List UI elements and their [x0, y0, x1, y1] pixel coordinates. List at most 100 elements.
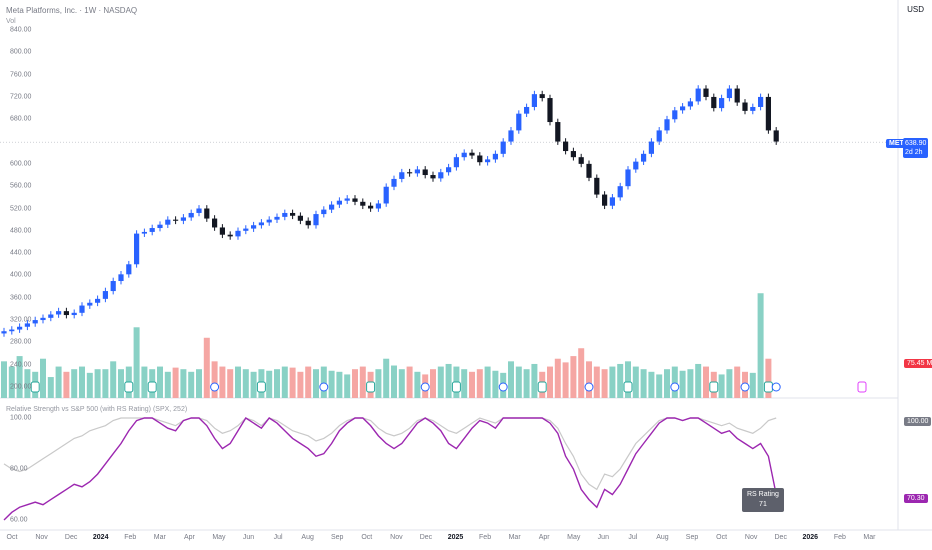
volume-bar [476, 369, 483, 398]
dividend-marker [740, 382, 750, 392]
price-tick: 400.00 [10, 271, 32, 279]
volume-bar [336, 371, 343, 398]
volume-bar [71, 369, 78, 398]
price-axis[interactable]: 840.00 800.00 760.00 720.00 680.00 600.00 560.… [0, 0, 34, 530]
price-tick: 680.00 [10, 115, 32, 123]
candle-body [196, 208, 202, 213]
volume-bar [141, 366, 148, 398]
price-tick: 480.00 [10, 227, 32, 235]
chart-title: Meta Platforms, Inc. · 1W · NASDAQ [6, 6, 138, 15]
volume-bar [632, 366, 639, 398]
volume-bar [749, 372, 756, 398]
candle-body [594, 177, 600, 195]
volume-bar [398, 369, 405, 398]
candle-body [750, 106, 756, 111]
volume-bar [609, 366, 616, 398]
volume-bar [24, 369, 31, 398]
volume-legend: Vol [6, 18, 16, 25]
time-tick: Oct [361, 534, 373, 541]
candle-body [141, 231, 147, 234]
candle-body [742, 102, 748, 111]
candle-body [765, 96, 771, 131]
price-tick: 560.00 [10, 182, 32, 190]
candle-body [430, 175, 436, 179]
volume-bar [55, 366, 62, 398]
volume-bar [274, 369, 280, 398]
rs-tick: 100.00 [10, 414, 32, 422]
candle-body [680, 106, 686, 111]
volume-bar [554, 358, 561, 398]
volume-bar [110, 361, 117, 398]
dividend-marker [420, 382, 430, 392]
volume-bar [164, 371, 171, 398]
time-tick: Mar [153, 534, 166, 541]
candle-body [578, 157, 584, 164]
candle-body [648, 141, 654, 154]
volume-bar [593, 366, 600, 398]
volume-bar [281, 366, 288, 398]
volume-bar [671, 366, 678, 398]
volume-bar [1, 361, 7, 398]
currency-label[interactable]: USD [907, 5, 924, 14]
rs-rating-title: RS Rating [747, 491, 779, 498]
volume-bar [461, 369, 468, 398]
candle-body [157, 224, 163, 229]
volume-bar [383, 358, 390, 398]
volume-bar [679, 370, 686, 398]
rs-tick: 60.00 [10, 516, 28, 524]
time-tick: 2024 [92, 534, 109, 541]
volume-bar [47, 377, 54, 398]
time-tick: Apr [538, 534, 550, 541]
volume-bar [757, 293, 764, 398]
time-tick: Oct [716, 534, 728, 541]
last-price-value: 638.90 [905, 140, 927, 147]
candle-body [173, 219, 179, 221]
candle-body [453, 157, 459, 168]
candle-body [251, 225, 257, 229]
time-tick: Dec [64, 534, 78, 541]
earnings-marker [709, 381, 719, 393]
candle-body [563, 141, 569, 152]
candle-body [414, 169, 420, 174]
time-tick: Oct [6, 534, 18, 541]
volume-bar [437, 366, 444, 398]
candle-body [313, 214, 319, 226]
earnings-marker [763, 381, 773, 393]
volume-bar [664, 369, 670, 398]
candle-body [758, 96, 764, 107]
volume-bar [352, 369, 358, 398]
candle-body [126, 264, 132, 275]
volume-bar [40, 358, 46, 398]
candle-body [336, 200, 342, 205]
time-tick: Jul [628, 534, 638, 541]
candle-body [656, 130, 662, 142]
candle-body [500, 141, 506, 154]
time-tick: Jun [597, 534, 609, 541]
candle-body [360, 201, 366, 206]
candle-body [391, 178, 397, 187]
candle-body [274, 216, 280, 220]
time-tick: Nov [744, 534, 758, 541]
volume-bar [492, 370, 499, 398]
rs-rating-value: 71 [759, 501, 767, 508]
volume-bar [578, 348, 585, 398]
candle-body [305, 220, 311, 226]
dividend-marker [498, 382, 508, 392]
earnings-marker [623, 381, 633, 393]
time-tick: Feb [833, 534, 846, 541]
candle-body [24, 323, 30, 327]
dividend-marker [670, 382, 680, 392]
volume-bar [94, 369, 101, 398]
volume-bar [313, 369, 319, 398]
candle-body [290, 212, 296, 216]
time-tick: May [212, 534, 226, 541]
candle-body [773, 130, 779, 142]
last-price-badge: 638.90 2d 2h [903, 138, 929, 158]
price-tick: 600.00 [10, 160, 32, 168]
volume-bar [79, 366, 85, 398]
price-tick: 240.00 [10, 361, 32, 369]
candle-body [539, 94, 545, 99]
candle-body [87, 302, 93, 306]
time-tick: Sep [330, 534, 344, 541]
